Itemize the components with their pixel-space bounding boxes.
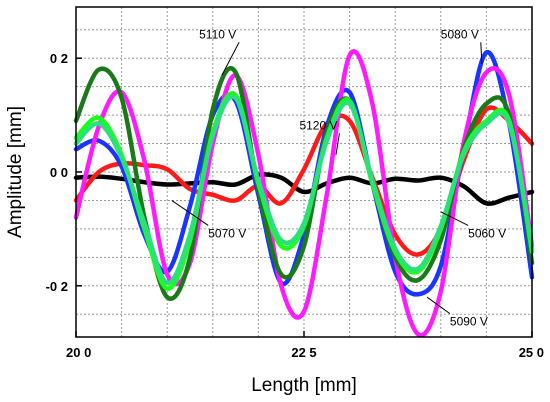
annotation-leader [335, 133, 340, 156]
x-tick-label: 22 5 [291, 345, 316, 360]
annotation-leader [171, 200, 209, 226]
y-tick-label: 0 2 [50, 51, 68, 66]
y-tick-label: -0 2 [46, 279, 68, 294]
tick-layer: 20 0 22 5 25 0 0 2 0 0 -0 2 [46, 51, 544, 360]
annotation-label: 5070 V [208, 226, 246, 240]
series-line-5120-v [73, 94, 535, 286]
annotation-leader [221, 42, 240, 76]
x-tick-label: 20 0 [66, 345, 91, 360]
annotation-label: 5110 V [199, 27, 236, 41]
annotation-label: 5080 V [441, 27, 479, 41]
annotation-label: 5120 V [299, 118, 337, 132]
annotation-leader [440, 211, 469, 226]
y-axis-title: Amplitude [mm] [5, 106, 26, 238]
annotation-label: 5090 V [450, 315, 488, 329]
annotation-label: 5060 V [468, 226, 506, 240]
annotation-leader [426, 296, 451, 315]
y-tick-label: 0 0 [50, 165, 68, 180]
x-axis-title: Length [mm] [251, 375, 357, 396]
x-tick-label: 25 0 [519, 345, 544, 360]
series-layer [73, 49, 535, 338]
annotation-leader [480, 42, 483, 64]
annotation-layer: 5110 V 5080 V 5120 V 5070 V 5060 V 5090 V [171, 27, 506, 329]
